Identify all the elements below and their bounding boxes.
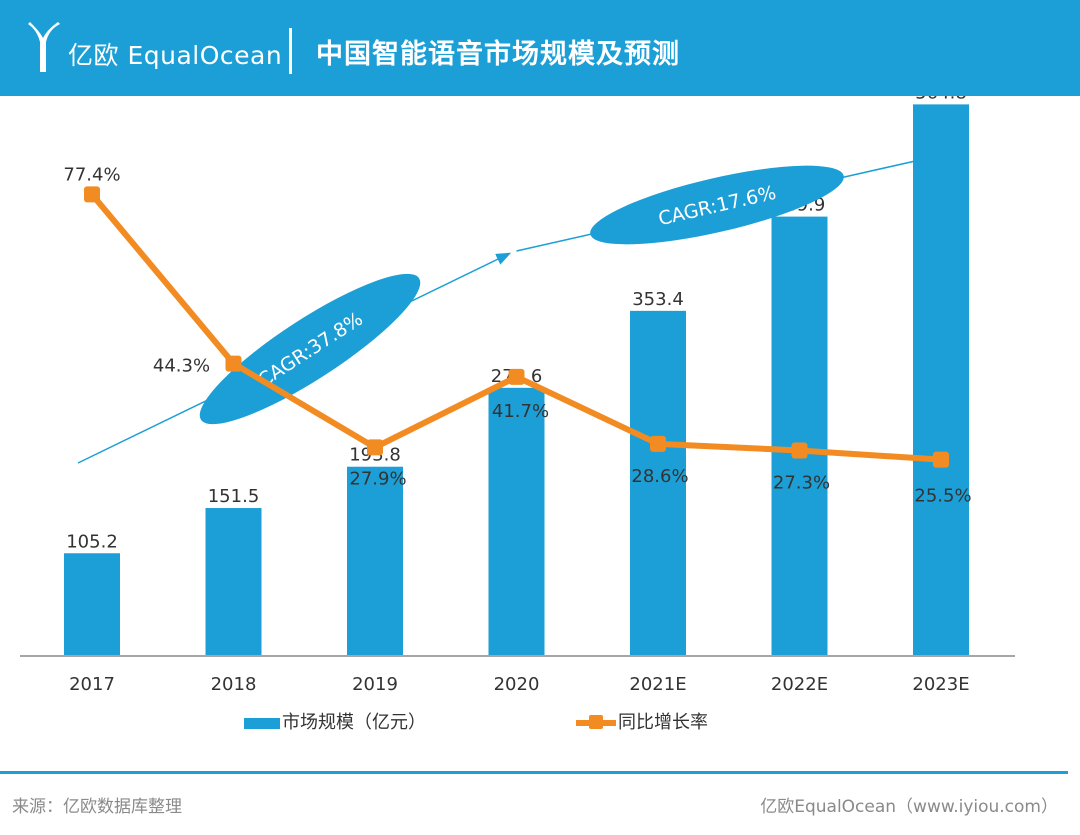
- growth-rate-label-2018: 44.3%: [153, 356, 210, 377]
- bar-value-label-2018: 151.5: [208, 486, 260, 507]
- legend-item-growth-rate: 同比增长率: [576, 708, 708, 734]
- growth-rate-point-2018: [225, 355, 242, 372]
- legend-item-market-size: 市场规模（亿元）: [244, 708, 426, 734]
- x-tick-label-2021E: 2021E: [629, 674, 686, 695]
- x-tick-label-2018: 2018: [211, 674, 257, 695]
- header-divider: [289, 28, 292, 74]
- bar-value-label-2021E: 353.4: [632, 289, 684, 310]
- chart-area: 2017 2018 2019 2020 2021E 2022E 2023E 105.2 151.…: [20, 96, 1015, 695]
- bar-2023E: [913, 104, 969, 657]
- bar-value-label-2023E: 564.8: [915, 96, 967, 103]
- header-banner: 亿欧 EqualOcean 中国智能语音市场规模及预测: [0, 0, 1080, 96]
- growth-rate-label-2021E: 28.6%: [631, 466, 688, 487]
- growth-rate-point-2022E: [791, 442, 808, 459]
- credit-note: 亿欧EqualOcean（www.iyiou.com）: [760, 797, 1058, 817]
- growth-rate-point-2023E: [933, 451, 949, 468]
- growth-rate-point-2020: [508, 368, 525, 385]
- bar-2017: [64, 553, 120, 656]
- x-tick-label-2023E: 2023E: [912, 674, 969, 695]
- growth-rate-label-2020: 41.7%: [492, 401, 549, 422]
- cagr-ellipse-1: [199, 273, 421, 425]
- legend-bar-swatch: [244, 717, 280, 729]
- page-title: 中国智能语音市场规模及预测: [316, 39, 680, 70]
- source-note: 来源：亿欧数据库整理: [12, 797, 182, 817]
- bar-2020: [488, 387, 545, 656]
- x-tick-label-2022E: 2022E: [771, 674, 828, 695]
- growth-rate-label-2019: 27.9%: [349, 468, 406, 489]
- cagr-ellipse-2: [590, 165, 844, 245]
- growth-rate-label-2022E: 27.3%: [773, 472, 830, 493]
- bar-2022E: [771, 216, 828, 657]
- bar-2021E: [630, 310, 686, 656]
- footer-divider: [0, 771, 1068, 774]
- x-tick-label-2019: 2019: [352, 674, 398, 695]
- bar-value-label-2017: 105.2: [66, 531, 118, 552]
- bar-2019: [347, 466, 403, 656]
- growth-rate-point-2019: [367, 439, 383, 456]
- equalocean-logo-icon: [28, 22, 60, 72]
- growth-rate-point-2017: [84, 186, 100, 203]
- bar-2018: [205, 508, 262, 656]
- x-tick-label-2017: 2017: [69, 674, 115, 695]
- brand-name: 亿欧 EqualOcean: [68, 41, 283, 70]
- growth-rate-label-2023E: 25.5%: [914, 486, 971, 507]
- legend-line-swatch: [576, 715, 616, 729]
- x-tick-label-2020: 2020: [494, 674, 540, 695]
- growth-rate-point-2021E: [650, 435, 666, 452]
- legend-bar-label: 市场规模（亿元）: [282, 712, 426, 733]
- growth-rate-label-2017: 77.4%: [63, 164, 120, 185]
- legend-line-label: 同比增长率: [618, 712, 708, 733]
